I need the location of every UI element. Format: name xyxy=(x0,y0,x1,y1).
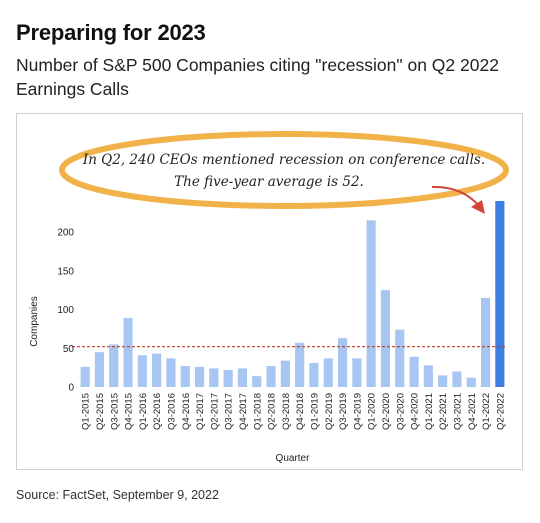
bar-q2-2018 xyxy=(266,366,276,387)
y-tick-label: 150 xyxy=(57,266,74,277)
bar-q1-2018 xyxy=(252,376,262,387)
bar-q3-2017 xyxy=(223,369,233,387)
bar-q2-2017 xyxy=(209,368,219,387)
bar-q3-2020 xyxy=(395,329,405,387)
bar-q1-2020 xyxy=(366,220,376,388)
bar-q2-2015 xyxy=(94,352,105,388)
y-tick-label: 200 xyxy=(57,228,74,239)
y-tick-label: 0 xyxy=(68,383,74,394)
x-tick-label: Q3-2018 xyxy=(281,393,292,430)
x-tick-label: Q3-2019 xyxy=(338,393,349,430)
x-tick-label: Q1-2017 xyxy=(195,393,206,430)
bar-q2-2019 xyxy=(323,358,333,387)
x-tick-label: Q4-2019 xyxy=(352,393,363,430)
bar-q4-2020 xyxy=(409,356,419,387)
x-axis-label: Quarter xyxy=(276,453,311,464)
callout-ellipse xyxy=(59,131,509,209)
bar-q4-2016 xyxy=(180,366,190,387)
bar-q4-2021 xyxy=(466,377,476,387)
x-tick-label: Q3-2017 xyxy=(224,393,235,430)
x-tick-label: Q4-2016 xyxy=(181,393,192,430)
y-axis-label: Companies xyxy=(29,296,40,347)
bar-chart: Q1-2015 Q2-2015 Q3-2015 Q4-2015 Q1-2016 Q2-20… xyxy=(29,131,509,464)
bar-q2-2021 xyxy=(438,375,448,388)
x-tick-label: Q1-2018 xyxy=(252,393,263,430)
x-tick-label: Q2-2015 xyxy=(95,393,106,430)
x-tick-label: Q1-2019 xyxy=(309,393,320,430)
callout-arrow xyxy=(431,185,480,207)
bar-q3-2021 xyxy=(452,371,462,387)
x-tick-label: Q1-2016 xyxy=(138,393,149,430)
bar-q4-2018 xyxy=(295,342,305,387)
bar-q1-2021 xyxy=(423,365,433,387)
x-tick-label: Q4-2020 xyxy=(410,393,421,430)
bar-q4-2019 xyxy=(352,358,362,387)
bar-q1-2017 xyxy=(194,366,205,387)
y-tick-label: 50 xyxy=(63,344,75,355)
bar-q4-2015 xyxy=(123,318,133,387)
callout-arrowhead-icon xyxy=(471,200,485,214)
chart-subtitle: Number of S&P 500 Companies citing "rece… xyxy=(16,55,499,99)
x-tick-label: Q4-2021 xyxy=(467,393,478,430)
x-tick-label: Q1-2020 xyxy=(367,393,378,430)
bar-q2-2016 xyxy=(152,353,162,387)
x-tick-label: Q1-2021 xyxy=(424,393,435,430)
x-tick-label: Q3-2020 xyxy=(395,393,406,430)
bar-q1-2016 xyxy=(137,355,147,387)
x-tick-label: Q2-2021 xyxy=(438,393,449,430)
x-tick-label: Q2-2018 xyxy=(267,393,278,430)
x-tick-label: Q1-2022 xyxy=(481,393,492,430)
x-tick-label: Q3-2021 xyxy=(452,393,463,430)
x-tick-label: Q3-2015 xyxy=(109,393,120,430)
callout-line-2: The five-year average is 52. xyxy=(174,174,364,190)
bar-q3-2015 xyxy=(109,344,119,388)
bar-q1-2022 xyxy=(480,297,491,388)
bar-q3-2018 xyxy=(280,360,290,387)
x-tick-label: Q4-2017 xyxy=(238,393,249,430)
bar-q2-2020 xyxy=(380,290,391,388)
chart-title: Preparing for 2023 xyxy=(16,20,206,45)
x-tick-label: Q2-2020 xyxy=(381,393,392,430)
x-tick-label: Q2-2022 xyxy=(495,393,506,430)
x-tick-label: Q4-2015 xyxy=(124,393,135,430)
x-tick-label: Q2-2019 xyxy=(324,393,335,430)
x-tick-label: Q2-2017 xyxy=(209,393,220,430)
chart-frame: Q1-2015 Q2-2015 Q3-2015 Q4-2015 Q1-2016 Q2-20… xyxy=(16,113,523,470)
y-tick-label: 100 xyxy=(57,305,74,316)
bar-q2-2022 xyxy=(495,201,505,387)
callout-line-1: In Q2, 240 CEOs mentioned recession on c… xyxy=(82,152,485,168)
bar-q1-2019 xyxy=(309,362,319,387)
x-tick-label: Q1-2015 xyxy=(81,393,92,430)
x-tick-label: Q3-2016 xyxy=(166,393,177,430)
bar-q4-2017 xyxy=(237,368,248,387)
bar-q3-2019 xyxy=(337,338,348,387)
x-tick-label: Q4-2018 xyxy=(295,393,306,430)
bar-q3-2016 xyxy=(166,358,176,387)
bar-q1-2015 xyxy=(80,366,90,387)
x-tick-label: Q2-2016 xyxy=(152,393,163,430)
source-note: Source: FactSet, September 9, 2022 xyxy=(16,488,219,502)
